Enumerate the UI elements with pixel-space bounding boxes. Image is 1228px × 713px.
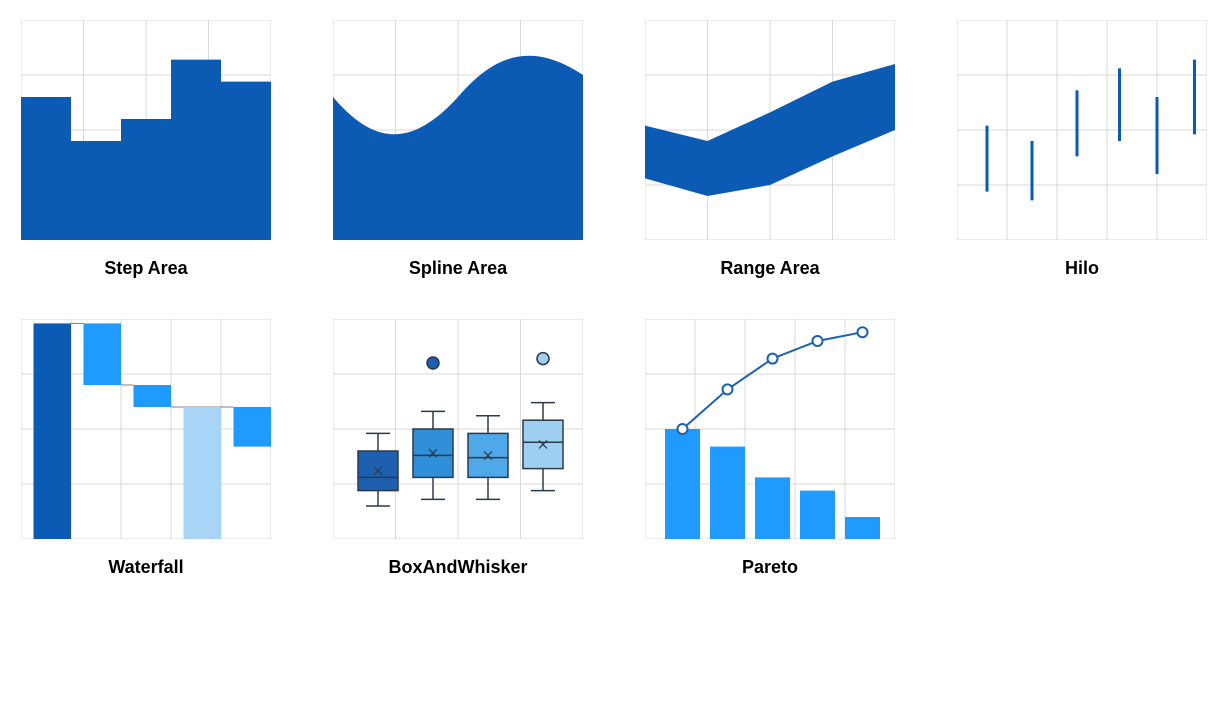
chart-cell-hilo[interactable]: Hilo (956, 20, 1208, 279)
chart-label: Step Area (104, 258, 187, 279)
chart-svg (333, 20, 583, 240)
chart-svg (21, 319, 271, 539)
chart-label: Pareto (742, 557, 798, 578)
chart-label: Waterfall (108, 557, 183, 578)
chart-cell-boxwhisker[interactable]: BoxAndWhisker (332, 319, 584, 578)
chart-step-area (21, 20, 271, 240)
chart-cell-pareto[interactable]: Pareto (644, 319, 896, 578)
chart-cell-range-area[interactable]: Range Area (644, 20, 896, 279)
chart-boxwhisker (333, 319, 583, 539)
chart-pareto (645, 319, 895, 539)
chart-spline-area (333, 20, 583, 240)
chart-label: Spline Area (409, 258, 507, 279)
chart-range-area (645, 20, 895, 240)
chart-label: Range Area (720, 258, 819, 279)
chart-label: Hilo (1065, 258, 1099, 279)
chart-svg (21, 20, 271, 240)
chart-svg (645, 20, 895, 240)
chart-label: BoxAndWhisker (388, 557, 527, 578)
chart-hilo (957, 20, 1207, 240)
chart-cell-spline-area[interactable]: Spline Area (332, 20, 584, 279)
chart-svg (333, 319, 583, 539)
chart-svg (957, 20, 1207, 240)
chart-svg (645, 319, 895, 539)
chart-cell-step-area[interactable]: Step Area (20, 20, 272, 279)
chart-cell-waterfall[interactable]: Waterfall (20, 319, 272, 578)
chart-waterfall (21, 319, 271, 539)
